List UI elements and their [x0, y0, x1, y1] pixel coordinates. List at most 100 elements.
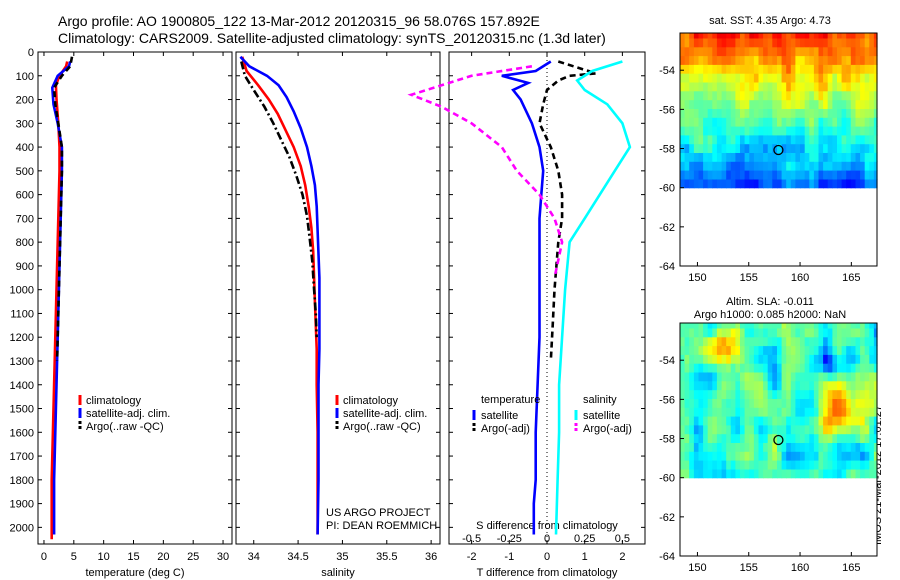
heatmap-cell	[777, 354, 783, 364]
heatmap-cell	[804, 407, 810, 417]
heatmap-cell	[703, 336, 709, 347]
heatmap-cell	[753, 442, 760, 452]
heatmap-cell	[823, 73, 829, 83]
heatmap-cell	[795, 424, 801, 435]
sst-map-title: sat. SST: 4.35 Argo: 4.73	[709, 15, 831, 27]
heatmap-cell	[726, 336, 732, 347]
heatmap-cell	[767, 389, 773, 399]
x-tick-label: 36	[425, 551, 437, 563]
heatmap-cell	[680, 161, 686, 171]
heatmap-cell	[716, 126, 723, 136]
heatmap-cell	[790, 380, 796, 391]
heatmap-cell	[823, 323, 829, 329]
heatmap-cell	[744, 33, 750, 39]
heatmap-cell	[837, 398, 843, 408]
heatmap-cell	[827, 81, 833, 92]
heatmap-cell	[703, 442, 709, 452]
heatmap-cell	[693, 37, 700, 48]
heatmap-cell	[721, 99, 727, 109]
heatmap-cell	[860, 323, 866, 329]
heatmap-cell	[749, 178, 755, 189]
heatmap-cell	[716, 460, 723, 470]
heatmap-cell	[693, 389, 700, 399]
heatmap-cell	[730, 424, 736, 435]
heatmap-cell	[781, 398, 787, 408]
heatmap-cell	[860, 55, 866, 65]
heatmap-cell	[716, 178, 723, 189]
heatmap-cell	[804, 143, 810, 153]
heatmap-cell	[721, 468, 727, 479]
heatmap-cell	[716, 407, 723, 417]
heatmap-cell	[869, 55, 875, 65]
heatmap-cell	[767, 108, 773, 118]
heatmap-cell	[837, 363, 843, 373]
heatmap-cell	[855, 55, 861, 65]
heatmap-cell	[864, 416, 870, 426]
heatmap-cell	[712, 371, 718, 382]
heatmap-cell	[721, 363, 727, 373]
heatmap-cell	[716, 143, 723, 153]
heatmap-cell	[864, 117, 870, 127]
heatmap-cell	[823, 460, 829, 470]
heatmap-cell	[846, 64, 852, 74]
heatmap-cell	[809, 389, 815, 399]
heatmap-cell	[818, 152, 824, 162]
heatmap-cell	[855, 345, 861, 355]
heatmap-cell	[712, 451, 718, 461]
heatmap-cell	[823, 371, 829, 382]
heatmap-cell	[726, 55, 732, 65]
heatmap-cell	[777, 37, 783, 48]
heatmap-cell	[827, 64, 833, 74]
y-tick-label: 1800	[10, 475, 34, 487]
heatmap-cell	[753, 108, 760, 118]
heatmap-cell	[693, 143, 700, 153]
heatmap-cell	[753, 323, 760, 329]
heatmap-cell	[753, 363, 760, 373]
heatmap-cell	[712, 380, 718, 391]
heatmap-cell	[823, 143, 829, 153]
heatmap-cell	[772, 389, 778, 399]
heatmap-cell	[823, 99, 829, 109]
heatmap-cell	[813, 33, 820, 39]
heatmap-cell	[707, 33, 713, 39]
heatmap-cell	[837, 389, 843, 399]
heatmap-cell	[837, 336, 843, 347]
heatmap-cell	[809, 345, 815, 355]
heatmap-cell	[726, 345, 732, 355]
x-tick-label: 20	[157, 551, 169, 563]
heatmap-cell	[740, 451, 746, 461]
heatmap-cell	[790, 354, 796, 364]
heatmap-cell	[823, 416, 829, 426]
heatmap-cell	[726, 90, 732, 101]
map-y-tick-label: -64	[659, 261, 675, 273]
heatmap-cell	[846, 460, 852, 470]
heatmap-cell	[763, 354, 769, 364]
heatmap-cell	[869, 161, 875, 171]
x-axis-label: T difference from climatology	[477, 567, 618, 579]
heatmap-cell	[767, 37, 773, 48]
heatmap-cell	[777, 178, 783, 189]
heatmap-cell	[795, 371, 801, 382]
heatmap-cell	[832, 433, 838, 443]
heatmap-cell	[800, 451, 806, 461]
heatmap-cell	[860, 90, 866, 101]
heatmap-cell	[860, 433, 866, 443]
heatmap-cell	[818, 46, 824, 57]
heatmap-cell	[744, 327, 750, 338]
heatmap-cell	[772, 178, 778, 189]
y-tick-label: 1900	[10, 499, 34, 511]
heatmap-cell	[693, 460, 700, 470]
heatmap-cell	[786, 460, 792, 470]
heatmap-cell	[712, 442, 718, 452]
heatmap-cell	[790, 433, 796, 443]
heatmap-cell	[846, 134, 852, 145]
heatmap-cell	[763, 407, 769, 417]
heatmap-cell	[744, 134, 750, 145]
heatmap-cell	[804, 433, 810, 443]
heatmap-cell	[772, 451, 778, 461]
heatmap-cell	[758, 354, 764, 364]
heatmap-cell	[749, 424, 755, 435]
heatmap-cell	[777, 380, 783, 391]
heatmap-cell	[818, 389, 824, 399]
heatmap-cell	[740, 407, 746, 417]
